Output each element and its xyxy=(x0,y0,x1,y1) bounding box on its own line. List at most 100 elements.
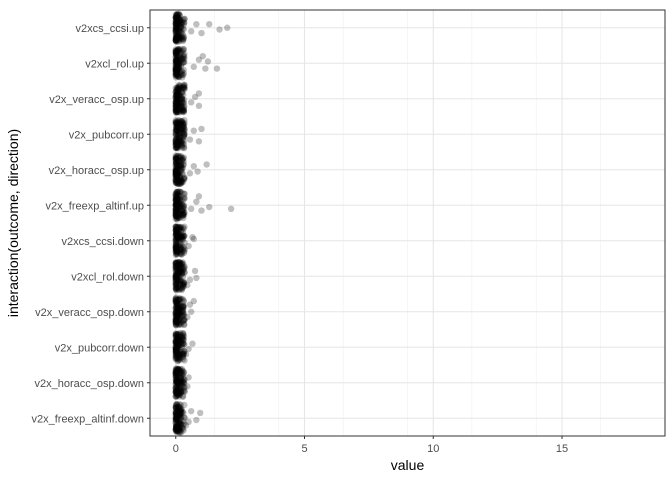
data-point xyxy=(173,346,180,353)
data-point xyxy=(175,230,183,238)
data-point xyxy=(177,260,184,267)
data-point xyxy=(176,83,183,91)
data-point xyxy=(174,91,181,99)
data-point xyxy=(178,260,186,267)
data-point xyxy=(173,26,180,33)
data-point xyxy=(172,404,180,411)
data-point xyxy=(172,299,180,306)
data-point xyxy=(179,55,186,62)
data-point xyxy=(175,393,183,400)
data-point xyxy=(172,229,180,236)
data-point xyxy=(178,20,185,28)
data-point xyxy=(176,214,183,221)
data-point xyxy=(173,260,180,267)
y-tick-label: v2x_veracc_osp.down xyxy=(35,307,144,319)
data-point xyxy=(180,56,187,63)
data-point xyxy=(172,259,180,267)
data-point xyxy=(174,33,181,40)
data-point xyxy=(180,336,187,343)
data-point xyxy=(178,196,185,204)
data-point xyxy=(175,366,182,373)
data-point xyxy=(177,373,184,381)
data-point xyxy=(175,321,182,329)
data-point xyxy=(174,139,182,146)
data-point xyxy=(172,373,180,380)
data-point xyxy=(172,208,180,215)
data-point xyxy=(193,274,200,282)
data-point xyxy=(178,341,186,348)
data-point xyxy=(178,334,186,342)
data-point xyxy=(173,428,180,436)
data-point xyxy=(172,102,180,110)
data-point xyxy=(172,410,179,417)
data-point xyxy=(172,194,180,202)
data-point xyxy=(174,71,182,79)
data-point xyxy=(176,272,183,279)
data-point xyxy=(173,31,181,39)
data-point xyxy=(189,340,196,347)
data-point xyxy=(172,212,179,219)
data-point xyxy=(174,66,181,74)
data-point xyxy=(172,53,179,61)
data-point xyxy=(172,212,179,220)
data-point xyxy=(190,163,197,170)
data-point xyxy=(173,351,180,358)
data-point xyxy=(173,205,180,212)
data-point xyxy=(181,268,188,276)
data-point xyxy=(178,126,186,133)
data-point xyxy=(173,24,180,31)
data-point xyxy=(172,144,180,152)
data-point xyxy=(174,343,181,350)
data-point xyxy=(179,47,187,54)
data-point xyxy=(179,303,186,310)
data-point xyxy=(174,162,181,169)
data-point xyxy=(172,344,180,352)
data-point xyxy=(173,126,181,134)
data-point xyxy=(176,367,183,374)
data-point xyxy=(176,414,183,422)
data-point xyxy=(172,346,180,353)
data-point xyxy=(176,296,183,303)
data-point xyxy=(173,189,180,196)
data-point xyxy=(172,417,180,424)
data-point xyxy=(173,425,180,432)
data-point xyxy=(177,265,184,273)
data-point xyxy=(176,340,184,347)
data-point xyxy=(173,320,181,327)
data-point xyxy=(174,271,181,279)
data-point xyxy=(181,280,188,287)
data-point xyxy=(176,94,184,101)
data-point xyxy=(178,335,186,343)
data-point xyxy=(177,178,184,185)
data-point xyxy=(177,414,185,421)
data-point xyxy=(172,244,179,252)
data-point xyxy=(179,142,186,149)
data-point xyxy=(172,321,180,329)
data-point xyxy=(173,88,180,96)
data-point xyxy=(175,74,183,81)
data-point xyxy=(174,20,181,28)
data-point xyxy=(173,401,180,408)
data-point xyxy=(175,14,182,21)
data-point xyxy=(172,201,180,209)
data-point xyxy=(172,161,179,168)
data-point xyxy=(176,136,184,144)
data-point xyxy=(172,426,180,434)
data-point xyxy=(173,14,180,21)
data-point xyxy=(180,321,188,328)
data-point xyxy=(173,91,180,99)
data-point xyxy=(174,144,181,151)
data-point xyxy=(172,106,180,113)
data-point xyxy=(172,50,180,57)
data-point xyxy=(177,427,184,435)
data-point xyxy=(172,234,180,241)
data-point xyxy=(177,373,184,381)
data-point xyxy=(174,204,182,211)
data-point xyxy=(173,387,180,395)
data-point xyxy=(172,105,180,112)
data-point xyxy=(178,379,185,386)
data-point xyxy=(179,164,186,172)
data-point xyxy=(173,56,180,64)
data-point xyxy=(173,229,180,237)
data-point xyxy=(172,388,180,395)
